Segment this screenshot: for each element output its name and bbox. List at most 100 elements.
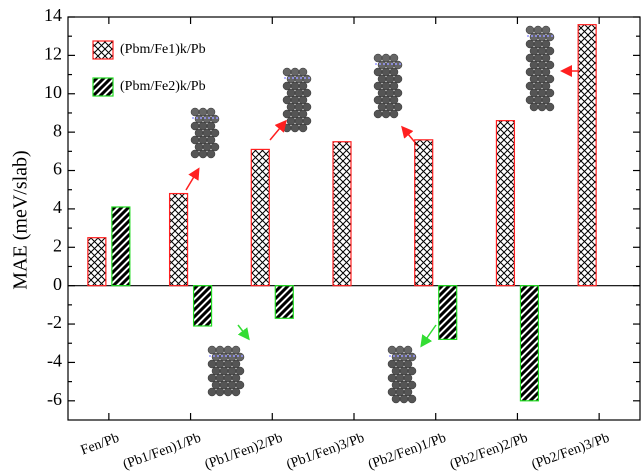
y-tick-label: 2: [53, 235, 62, 255]
atom: [378, 103, 386, 111]
atom: [208, 360, 216, 368]
atom: [195, 129, 203, 137]
atom: [299, 110, 307, 118]
bar: [520, 286, 538, 401]
atom: [526, 54, 534, 62]
arrow: [422, 325, 436, 345]
atom: [212, 381, 220, 389]
atom: [236, 353, 244, 361]
atom: [396, 360, 404, 368]
y-tick-label: 4: [53, 197, 62, 217]
bar: [170, 194, 188, 286]
atom: [382, 68, 390, 76]
atom: [283, 68, 291, 76]
atom: [208, 388, 216, 396]
atom: [232, 388, 240, 396]
atom: [232, 346, 240, 354]
atom: [216, 374, 224, 382]
atom: [530, 103, 538, 111]
atom: [392, 395, 400, 403]
atom: [382, 82, 390, 90]
atom: [394, 89, 402, 97]
bar: [578, 25, 596, 286]
atom: [224, 374, 232, 382]
atom: [299, 96, 307, 104]
atom: [236, 367, 244, 375]
atom: [386, 75, 394, 83]
atom: [396, 374, 404, 382]
atom: [203, 129, 211, 137]
atom: [299, 82, 307, 90]
atom: [386, 103, 394, 111]
bar: [496, 121, 514, 286]
atom: [382, 110, 390, 118]
atom: [386, 61, 394, 69]
atom: [283, 82, 291, 90]
atom: [374, 54, 382, 62]
atom: [207, 136, 215, 144]
atom: [390, 82, 398, 90]
arrow: [238, 325, 248, 338]
atom: [546, 103, 554, 111]
atom: [203, 143, 211, 151]
bar: [251, 149, 269, 285]
atom: [295, 117, 303, 125]
atom: [207, 122, 215, 130]
atom: [400, 367, 408, 375]
atom: [546, 75, 554, 83]
atom: [207, 108, 215, 116]
atom: [208, 374, 216, 382]
atom: [287, 89, 295, 97]
atom: [542, 26, 550, 34]
x-tick-label: (Pb1/Fen)2/Pb: [203, 431, 285, 473]
bar: [415, 140, 433, 286]
atom: [534, 54, 542, 62]
atom: [191, 150, 199, 158]
atom: [291, 124, 299, 132]
atom: [542, 68, 550, 76]
atom: [303, 89, 311, 97]
atom: [291, 68, 299, 76]
chart: MAE (meV/slab) -6-4-202468101214Fen/Pb(P…: [0, 0, 644, 474]
atom: [287, 103, 295, 111]
atom: [530, 61, 538, 69]
arrow: [186, 170, 198, 190]
atom: [287, 117, 295, 125]
atom: [396, 388, 404, 396]
atom: [291, 82, 299, 90]
x-tick-label: Fen/Pb: [79, 431, 121, 459]
atom: [408, 353, 416, 361]
atom: [211, 143, 219, 151]
atom: [220, 353, 228, 361]
legend-label: (Pbm/Fe2)k/Pb: [120, 79, 206, 94]
y-tick-label: 10: [44, 82, 62, 102]
atom: [390, 68, 398, 76]
x-tick-label: (Pb1/Fen)1/Pb: [121, 431, 203, 473]
atom: [216, 388, 224, 396]
atom: [283, 110, 291, 118]
atom: [291, 96, 299, 104]
atom: [400, 353, 408, 361]
atom: [530, 89, 538, 97]
atom: [211, 115, 219, 123]
x-tick-label: (Pb2/Fen)1/Pb: [366, 431, 448, 473]
atom: [224, 360, 232, 368]
bar: [112, 207, 130, 286]
atom: [216, 346, 224, 354]
atom: [228, 353, 236, 361]
x-tick-label: (Pb2/Fen)2/Pb: [448, 431, 530, 473]
plot-frame: [68, 17, 640, 420]
legend-swatch: [93, 41, 113, 59]
y-axis-label: MAE (meV/slab): [10, 150, 32, 289]
atom: [303, 75, 311, 83]
atom: [526, 96, 534, 104]
atom: [390, 96, 398, 104]
atom: [283, 124, 291, 132]
atom: [224, 388, 232, 396]
atom: [299, 124, 307, 132]
y-tick-label: 8: [53, 120, 62, 140]
atom: [394, 61, 402, 69]
atom: [534, 26, 542, 34]
atom: [295, 103, 303, 111]
atom: [408, 381, 416, 389]
